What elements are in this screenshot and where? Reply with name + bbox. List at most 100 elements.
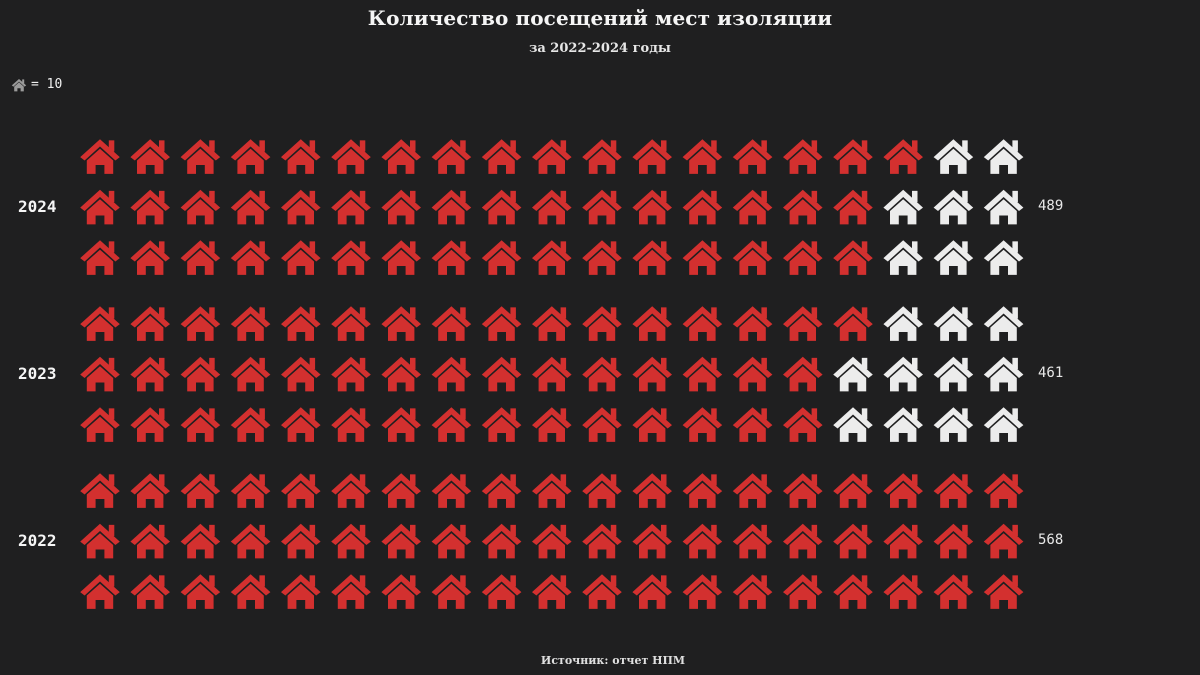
house-icon-2024-filled	[481, 189, 522, 225]
year-label-2022: 2022	[18, 531, 57, 550]
source-note: Источник: отчет НПМ	[540, 654, 686, 667]
house-icon-2024-filled	[833, 139, 873, 174]
house-icon-2023-filled	[281, 407, 321, 442]
house-icon-2023-filled	[130, 407, 170, 442]
house-icon-2023-filled	[80, 407, 120, 442]
house-icon-2022-filled	[481, 523, 522, 559]
house-icon-2023-filled	[732, 306, 773, 341]
house-icon-2023-empty	[883, 407, 923, 442]
house-icon-2024-filled	[431, 139, 472, 174]
house-icon-2023-filled	[431, 407, 472, 442]
house-icon-2023-filled	[381, 306, 421, 341]
house-icon-2022-filled	[130, 473, 170, 508]
house-icon-2023-filled	[180, 356, 221, 392]
house-icon-2022-filled	[933, 574, 974, 609]
house-icon-2022-filled	[180, 523, 221, 559]
house-icon-2024-empty	[983, 240, 1024, 275]
house-icon-2022-filled	[80, 473, 120, 508]
house-icon-2024-empty	[933, 240, 974, 275]
house-icon-2024-filled	[230, 240, 271, 275]
house-icon-2022-filled	[80, 523, 120, 559]
house-icon-2023-filled	[230, 306, 271, 341]
house-icon-2022-filled	[381, 523, 421, 559]
house-icon-2023-filled	[632, 407, 672, 442]
house-icon-2024-filled	[130, 240, 170, 275]
house-icon-2022-filled	[80, 574, 120, 609]
chart-title: Количество посещений мест изоляции	[367, 6, 833, 30]
house-icon-2023-filled	[532, 407, 572, 442]
house-icon-2024-filled	[281, 189, 321, 225]
house-icon-2023-empty	[983, 306, 1024, 341]
house-icon-2022-filled	[732, 473, 773, 508]
house-icon-2023-filled	[281, 356, 321, 392]
house-icon-2024-filled	[532, 139, 572, 174]
house-icon-2023-filled	[481, 356, 522, 392]
house-icon-2024-filled	[682, 139, 723, 174]
value-label-2022: 568	[1038, 532, 1064, 548]
house-icon-2023-filled	[281, 306, 321, 341]
legend-text: = 10	[31, 77, 63, 92]
house-icon-2024-empty	[933, 189, 974, 225]
house-icon-2024-filled	[833, 240, 873, 275]
house-icon-2022-filled	[682, 523, 723, 559]
house-icon-2023-empty	[933, 306, 974, 341]
house-icon-2022-filled	[783, 473, 823, 508]
house-icon-2024-filled	[783, 189, 823, 225]
house-icon-2022-filled	[983, 574, 1024, 609]
house-icon-2022-filled	[331, 473, 371, 508]
house-icon-2024-filled	[632, 240, 672, 275]
house-icon-2022-filled	[281, 473, 321, 508]
house-icon-2023-filled	[481, 407, 522, 442]
house-icon-2024-filled	[130, 189, 170, 225]
house-icon-2023-filled	[783, 306, 823, 341]
house-icon-2023-empty	[883, 356, 923, 392]
house-icon-2024-filled	[582, 189, 622, 225]
house-icon-2022-filled	[230, 574, 271, 609]
year-label-2024: 2024	[18, 197, 57, 216]
house-icon	[11, 78, 27, 91]
house-icon-2023-filled	[481, 306, 522, 341]
house-icon-2022-filled	[632, 574, 672, 609]
house-icon-2023-filled	[130, 356, 170, 392]
value-label-2024: 489	[1038, 198, 1064, 214]
legend: = 10	[11, 77, 62, 92]
house-icon-2024-filled	[331, 240, 371, 275]
house-icon-2023-empty	[883, 306, 923, 341]
house-icon-2023-filled	[732, 356, 773, 392]
house-icon-2022-filled	[431, 523, 472, 559]
house-icon-2022-filled	[582, 574, 622, 609]
house-icon-2024-filled	[331, 189, 371, 225]
house-icon-2023-filled	[582, 407, 622, 442]
house-icon-2022-filled	[331, 574, 371, 609]
house-icon-2023-filled	[532, 306, 572, 341]
house-icon-2023-empty	[833, 356, 873, 392]
house-icon-2022-filled	[431, 473, 472, 508]
house-icon-2024-filled	[130, 139, 170, 174]
house-icon-2023-filled	[80, 306, 120, 341]
house-icon-2022-filled	[281, 523, 321, 559]
house-icon-2024-filled	[732, 139, 773, 174]
house-icon-2022-filled	[632, 473, 672, 508]
house-icon-2023-filled	[783, 356, 823, 392]
house-icon-2023-filled	[532, 356, 572, 392]
house-icon-2023-filled	[682, 356, 723, 392]
house-icon-2023-filled	[180, 407, 221, 442]
house-icon-2024-filled	[732, 240, 773, 275]
house-icon-2024-filled	[481, 240, 522, 275]
house-icon-2024-filled	[481, 139, 522, 174]
house-icon-2024-filled	[682, 240, 723, 275]
house-icon-2022-filled	[883, 574, 923, 609]
house-icon-2024-filled	[883, 139, 923, 174]
house-icon-2023-filled	[632, 306, 672, 341]
house-icon-2022-filled	[682, 574, 723, 609]
house-icon-2023-filled	[180, 306, 221, 341]
house-icon-2023-empty	[983, 407, 1024, 442]
house-icon-2024-empty	[883, 189, 923, 225]
house-icon-2024-filled	[180, 139, 221, 174]
value-label-2023: 461	[1038, 365, 1064, 381]
house-icon-2022-filled	[130, 574, 170, 609]
house-icon-2023-filled	[431, 306, 472, 341]
house-icon-2023-filled	[331, 306, 371, 341]
house-icon-2024-empty	[983, 139, 1024, 174]
year-label-2023: 2023	[18, 364, 57, 383]
